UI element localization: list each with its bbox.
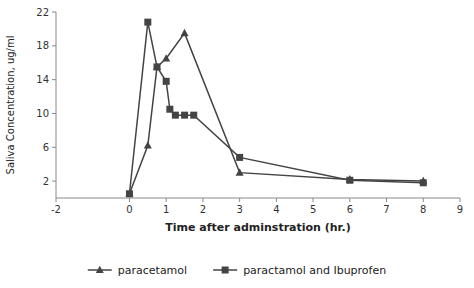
y-tick-label: 22: [36, 7, 49, 18]
data-point: [346, 177, 353, 184]
x-tick-label: 4: [273, 204, 279, 215]
y-tick: [52, 12, 56, 13]
x-tick-label: -2: [51, 204, 61, 215]
x-axis-line: [56, 198, 460, 199]
data-point: [126, 190, 133, 197]
data-point: [172, 112, 179, 119]
series-line: [129, 33, 423, 194]
x-tick-label: 9: [457, 204, 463, 215]
y-tick-label: 14: [36, 74, 49, 85]
y-tick: [52, 181, 56, 182]
legend-marker: [222, 267, 229, 274]
x-axis-label: Time after adminstration (hr.): [165, 221, 350, 234]
y-axis-label: Saliva Concentration, ug/ml: [5, 36, 16, 175]
x-tick: [276, 198, 277, 202]
series-line: [129, 22, 423, 194]
y-tick-label: 2: [43, 176, 49, 187]
y-tick-label: 10: [36, 108, 49, 119]
data-point: [163, 78, 170, 85]
y-tick: [52, 147, 56, 148]
legend-label: paractamol and Ibuprofen: [243, 264, 386, 277]
data-point: [144, 19, 151, 26]
x-tick: [129, 198, 130, 202]
x-tick-label: 2: [200, 204, 206, 215]
data-point: [125, 189, 133, 196]
data-point: [181, 29, 189, 36]
x-tick: [166, 198, 167, 202]
legend-label: paracetamol: [118, 264, 187, 277]
y-tick: [52, 113, 56, 114]
plot-area: [125, 19, 427, 198]
data-point: [181, 112, 188, 119]
legend-marker: [96, 266, 104, 273]
x-tick-label: 6: [347, 204, 353, 215]
data-point: [190, 112, 197, 119]
x-tick-label: 3: [236, 204, 242, 215]
data-point: [236, 168, 244, 175]
x-tick: [423, 198, 424, 202]
x-tick: [460, 198, 461, 202]
y-tick-label: 18: [36, 40, 49, 51]
x-tick-label: 8: [420, 204, 426, 215]
x-tick-label: 7: [383, 204, 389, 215]
legend: paracetamol paractamol and Ibuprofen: [88, 264, 386, 277]
x-tick: [239, 198, 240, 202]
x-tick-label: 1: [163, 204, 169, 215]
data-point: [162, 54, 170, 61]
data-point: [153, 63, 161, 70]
chart: -2 0 1 2 3 4 5 6 7 8 9 2 6 10 14 18 22 Time after adminst…: [0, 0, 474, 288]
data-point: [144, 141, 152, 148]
x-tick: [386, 198, 387, 202]
x-tick-label: 0: [126, 204, 132, 215]
data-point: [154, 63, 161, 70]
x-tick-label: 5: [310, 204, 316, 215]
y-tick: [52, 45, 56, 46]
y-tick-label: 6: [43, 142, 49, 153]
x-tick: [202, 198, 203, 202]
y-tick: [52, 79, 56, 80]
data-point: [420, 179, 427, 186]
x-tick: [313, 198, 314, 202]
x-tick: [349, 198, 350, 202]
x-tick: [56, 198, 57, 202]
y-axis-line: [56, 12, 57, 198]
data-point: [236, 154, 243, 161]
